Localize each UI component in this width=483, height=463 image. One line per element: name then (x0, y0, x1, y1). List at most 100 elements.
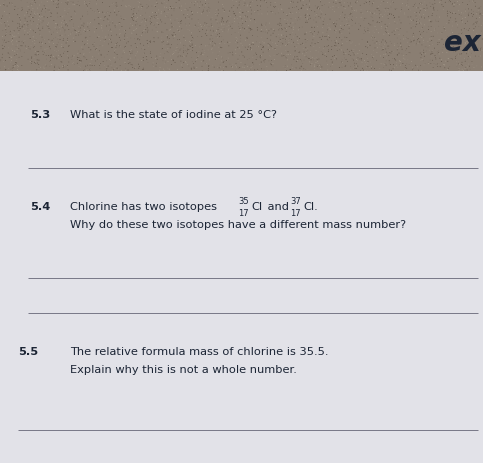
Point (415, 38, 423, 46)
Text: ex: ex (444, 29, 481, 57)
Point (363, 0, 370, 6)
Point (42, 63, 50, 70)
Point (79, 28, 87, 36)
Point (149, 38, 157, 45)
Point (234, 4, 242, 12)
Point (164, 38, 171, 45)
Point (61, 48, 69, 55)
Point (313, 4, 321, 11)
Point (458, 32, 466, 40)
Point (179, 52, 187, 60)
Point (209, 38, 216, 45)
Point (64, 62, 71, 69)
Point (425, 17, 433, 24)
Point (168, 56, 175, 63)
Point (184, 50, 191, 57)
Point (140, 66, 147, 73)
Point (31, 51, 39, 58)
Point (33, 48, 41, 55)
Point (465, 53, 472, 60)
Point (455, 1, 463, 8)
Point (162, 13, 170, 20)
Point (106, 27, 114, 34)
Point (39, 23, 47, 30)
Point (104, 31, 112, 38)
Point (61, 7, 69, 14)
Point (121, 26, 129, 34)
Point (242, 67, 250, 74)
Point (468, 42, 475, 50)
Point (132, 52, 140, 59)
Point (131, 35, 139, 43)
Point (232, 63, 240, 71)
Point (95, 20, 103, 27)
Point (412, 62, 420, 69)
Point (336, 26, 344, 33)
Point (2, 29, 10, 36)
Point (86, 66, 94, 73)
Point (11, 61, 19, 68)
Point (17, 0, 25, 4)
Point (0, 1, 4, 9)
Point (381, 11, 388, 19)
Point (302, 5, 310, 13)
Point (89, 7, 97, 14)
Point (13, 56, 20, 63)
Point (330, 20, 338, 27)
Point (220, 64, 227, 71)
Point (148, 2, 156, 10)
Point (149, 60, 156, 68)
Point (395, 13, 403, 21)
Point (414, 36, 422, 44)
Point (326, 20, 334, 28)
Point (194, 24, 202, 31)
Point (202, 7, 210, 14)
Point (345, 14, 353, 21)
Point (443, 12, 451, 19)
Point (94, 0, 101, 4)
Point (362, 64, 370, 71)
Point (176, 39, 184, 47)
Point (204, 20, 212, 28)
Point (195, 26, 202, 33)
Point (174, 27, 182, 34)
Point (116, 30, 124, 37)
Point (163, 11, 171, 18)
Point (36, 64, 43, 72)
Point (3, 2, 11, 10)
Point (45, 38, 53, 46)
Text: 35: 35 (238, 196, 249, 206)
Point (23, 18, 31, 25)
Point (247, 14, 255, 22)
Point (369, 0, 377, 6)
Point (157, 50, 165, 57)
Point (48, 0, 56, 4)
Point (102, 33, 110, 41)
Point (461, 41, 469, 48)
Point (21, 14, 29, 21)
Point (1, 0, 9, 4)
Point (427, 23, 435, 30)
Point (468, 43, 475, 50)
Point (303, 37, 311, 44)
Point (412, 39, 420, 46)
Point (462, 63, 469, 71)
Point (386, 49, 394, 56)
Point (258, 22, 266, 29)
Point (57, 31, 64, 39)
Point (379, 60, 387, 67)
Point (420, 34, 427, 41)
Point (45, 19, 53, 27)
Point (348, 55, 356, 63)
Point (159, 0, 167, 7)
Point (139, 18, 146, 25)
Point (81, 0, 88, 6)
Point (352, 50, 360, 58)
Point (278, 6, 286, 13)
Point (80, 53, 88, 60)
Point (143, 52, 151, 59)
Point (271, 46, 279, 53)
Point (461, 64, 469, 72)
Point (133, 20, 141, 28)
Point (217, 53, 225, 61)
